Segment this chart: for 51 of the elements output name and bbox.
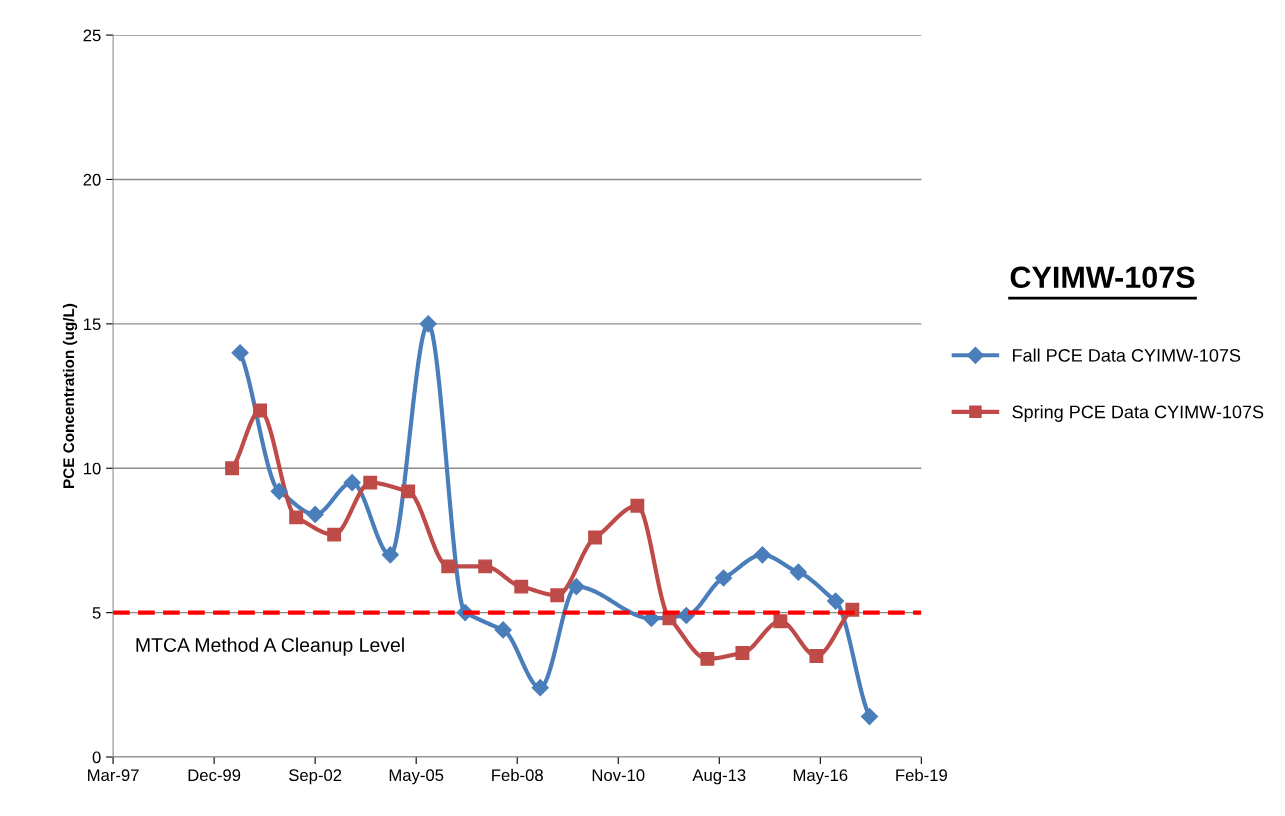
- point: [253, 403, 268, 418]
- ref-line-label: MTCA Method A Cleanup Level: [136, 637, 404, 656]
- x-tick-label: May-05: [389, 769, 444, 785]
- x-tick-label: Feb-08: [492, 768, 543, 782]
- x-tick-label: Dec-99: [188, 769, 241, 782]
- point: [381, 546, 399, 564]
- point: [514, 579, 529, 594]
- point: [343, 474, 361, 492]
- point: [567, 578, 585, 596]
- y-tick-label: 5: [92, 607, 101, 619]
- point: [494, 621, 512, 639]
- point: [773, 614, 788, 629]
- point: [441, 559, 456, 574]
- point: [860, 708, 879, 726]
- y-axis-title: PCE Concentration (ug/L): [62, 303, 78, 488]
- point: [588, 530, 603, 545]
- point: [700, 651, 715, 666]
- point: [306, 505, 324, 523]
- x-tick-label: May-16: [793, 769, 848, 785]
- point: [677, 606, 695, 625]
- legend-label: Spring PCE Data CYIMW-107S: [1012, 405, 1264, 422]
- point: [753, 546, 771, 564]
- point: [419, 315, 437, 333]
- point: [401, 484, 416, 499]
- y-tick-label: 0: [92, 751, 101, 764]
- point: [630, 498, 645, 513]
- point: [789, 563, 807, 581]
- point: [289, 510, 304, 525]
- legend-label: Fall PCE Data CYIMW-107S: [1013, 348, 1241, 362]
- x-tick-label: Mar-97: [88, 769, 139, 782]
- point: [363, 475, 378, 490]
- point: [231, 344, 249, 362]
- y-tick-label: 15: [84, 318, 101, 331]
- point: [225, 461, 240, 476]
- y-tick-label: 20: [83, 173, 101, 186]
- text: CYIMW-107S: [1010, 266, 1195, 289]
- point: [327, 527, 342, 542]
- point: [827, 592, 845, 610]
- point: [550, 588, 565, 603]
- point: [735, 646, 750, 660]
- y-tick-label: 10: [84, 462, 101, 475]
- point: [714, 569, 733, 587]
- point: [478, 559, 493, 574]
- y-tick-label: 25: [83, 29, 101, 42]
- point: [270, 482, 288, 500]
- point: [809, 648, 824, 663]
- x-tick-label: Nov-10: [592, 769, 645, 782]
- x-tick-label: Aug-13: [692, 769, 746, 785]
- point: [531, 679, 549, 697]
- x-tick-label: Feb-19: [896, 768, 947, 782]
- x-tick-label: Sep-02: [289, 769, 342, 785]
